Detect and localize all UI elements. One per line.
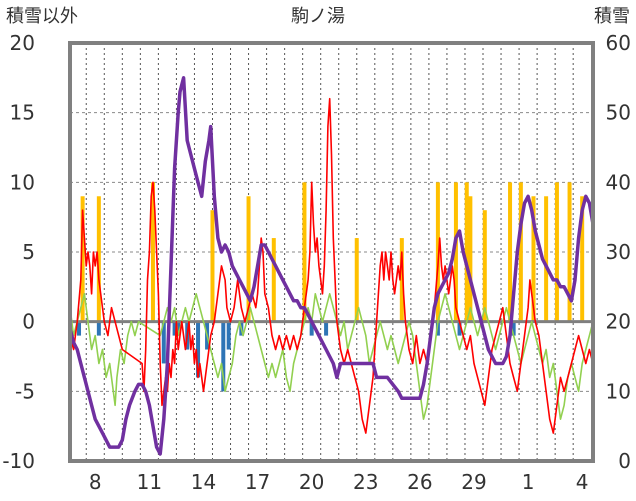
right-tick-label: 60 [606, 31, 631, 55]
x-tick-label: 4 [576, 470, 589, 494]
right-tick-label: 30 [606, 240, 631, 264]
precip-bar-10 [453, 182, 458, 322]
precip-bar-16 [531, 196, 536, 322]
precip-bar-17 [544, 196, 549, 322]
x-tick-label: 14 [191, 470, 216, 494]
sunshine-bar-14 [457, 321, 462, 336]
right-tick-label: 0 [618, 449, 631, 473]
left-tick-label: -10 [2, 449, 35, 473]
right-tick-label: 40 [606, 170, 631, 194]
precip-bar-20 [580, 196, 585, 322]
precip-bar-3 [210, 210, 215, 322]
x-tick-label: 20 [299, 470, 324, 494]
lines [68, 76, 595, 456]
sunshine-bar-2 [161, 321, 166, 364]
precip-bar-7 [354, 238, 359, 322]
left-tick-label: 5 [22, 240, 35, 264]
sunshine-bar-4 [176, 321, 181, 336]
sunshine-bar-6 [196, 321, 201, 378]
sunshine-bar-1 [96, 321, 101, 336]
left-axis-title: 積雪以外 [6, 6, 78, 27]
precip-bar-8 [399, 238, 404, 322]
precip-bar-2 [150, 182, 155, 322]
precip-bar-14 [508, 182, 513, 322]
x-tick-label: 17 [245, 470, 270, 494]
sunshine-bar-9 [226, 321, 231, 350]
x-tick-label: 29 [461, 470, 486, 494]
right-tick-label: 50 [606, 101, 631, 125]
sunshine-bar-0 [77, 321, 82, 336]
left-tick-label: 10 [10, 170, 35, 194]
left-tick-labels: 20 15 10 5 0 -5 -10 [2, 31, 35, 473]
plot-frame [68, 41, 595, 463]
sunshine-bar-13 [435, 321, 440, 336]
precip-bar-11 [464, 182, 469, 322]
precip-bar-0 [80, 196, 85, 322]
left-tick-label: -5 [15, 379, 35, 403]
precip-bar-12 [468, 196, 473, 322]
chart-title: 駒ノ湯 [291, 6, 345, 27]
precip-bar-19 [567, 182, 572, 322]
sunshine-bar-8 [221, 321, 226, 392]
precip-bar-15 [518, 182, 523, 322]
sunshine-bar-11 [309, 321, 314, 336]
right-axis-title: 積雪 [594, 6, 630, 27]
right-tick-label: 20 [606, 310, 631, 334]
left-tick-label: 20 [10, 31, 35, 55]
left-tick-label: 15 [10, 101, 35, 125]
precip-bar-13 [482, 210, 487, 322]
sunshine-bar-12 [324, 321, 329, 336]
precip-bar-9 [435, 182, 440, 322]
precip-bar-5 [271, 238, 276, 322]
wind-line [69, 293, 594, 420]
x-tick-label: 1 [522, 470, 535, 494]
precip-bar-6 [302, 182, 307, 322]
x-tick-labels: 8 11 14 17 20 23 26 29 1 4 [89, 470, 589, 494]
x-tick-label: 8 [89, 470, 102, 494]
right-tick-labels: 60 50 40 30 20 10 0 [606, 31, 631, 473]
right-tick-label: 10 [606, 379, 631, 403]
snow-depth-line [68, 76, 595, 456]
sunshine-bar-15 [511, 321, 516, 336]
x-tick-label: 26 [407, 470, 432, 494]
precip-bar-18 [554, 182, 559, 322]
precip-bar-4 [246, 196, 251, 322]
left-tick-label: 0 [22, 310, 35, 334]
temperature-line [69, 97, 594, 434]
x-tick-label: 11 [137, 470, 162, 494]
sunshine-bar-3 [172, 321, 177, 336]
bars [77, 182, 585, 392]
precip-bar-1 [96, 196, 101, 322]
x-tick-label: 23 [353, 470, 378, 494]
